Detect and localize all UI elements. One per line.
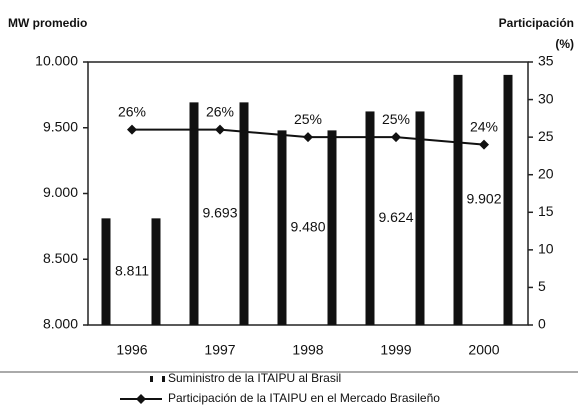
line-marker [303,132,313,143]
bar-value-label: 9.624 [378,209,413,225]
bar [327,130,337,325]
line-marker [479,139,489,150]
legend-marker [136,394,146,404]
x-tick-label: 1996 [116,342,147,358]
bar [189,102,199,325]
y-tick-label: 8.000 [43,316,78,332]
bar-value-label: 9.693 [202,204,237,220]
bar [453,74,463,326]
line-value-label: 26% [206,103,234,119]
legend-label: Suministro de la ITAIPU al Brasil [168,371,341,385]
legend-swatch [150,376,153,382]
x-tick-label: 1998 [292,342,323,358]
line-value-label: 24% [470,118,498,134]
line-marker [391,132,401,143]
y2-axis-label: Participación [499,16,574,30]
bar [415,111,425,325]
y2-tick-label: 30 [538,90,554,106]
x-tick-label: 1999 [380,342,411,358]
legend-label: Participación de la ITAIPU en el Mercado… [168,391,440,405]
x-tick-label: 2000 [468,342,499,358]
y2-tick-label: 35 [538,53,554,69]
y2-tick-label: 15 [538,203,554,219]
bar [151,218,161,325]
bar [239,102,249,325]
line-value-label: 25% [294,111,322,127]
legend-swatch [162,376,165,382]
y-tick-label: 8.500 [43,250,78,266]
line-marker [127,124,137,135]
y-tick-label: 9.500 [43,118,78,134]
y2-tick-label: 10 [538,241,554,257]
bar-value-label: 8.811 [115,262,149,278]
bar [277,130,287,325]
y2-tick-label: 25 [538,128,554,144]
line-value-label: 25% [382,111,410,127]
y-tick-label: 9.000 [43,184,78,200]
y-axis-label: MW promedio [8,16,87,30]
bar-value-label: 9.902 [466,191,501,207]
bar [503,74,513,326]
y2-tick-label: 0 [538,316,546,332]
line-marker [215,124,225,135]
bar [101,218,111,325]
line-value-label: 26% [118,103,146,119]
y-tick-label: 10.000 [35,53,78,69]
bar [365,111,375,325]
bar-value-label: 9.480 [290,218,325,234]
x-tick-label: 1997 [204,342,235,358]
y2-tick-label: 20 [538,165,554,181]
y2-tick-label: 5 [538,278,546,294]
y2-axis-unit: (%) [555,37,574,51]
